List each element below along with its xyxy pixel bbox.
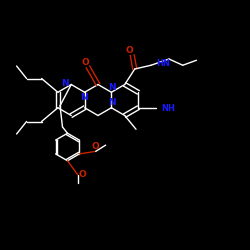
Text: N: N: [61, 79, 69, 88]
Text: O: O: [81, 58, 89, 67]
Text: NH: NH: [161, 104, 175, 113]
Text: O: O: [78, 170, 86, 179]
Text: O: O: [126, 46, 133, 55]
Text: O: O: [92, 142, 100, 151]
Text: N: N: [108, 98, 116, 107]
Text: N: N: [80, 93, 88, 102]
Text: HN: HN: [156, 59, 170, 68]
Text: N: N: [108, 83, 116, 92]
